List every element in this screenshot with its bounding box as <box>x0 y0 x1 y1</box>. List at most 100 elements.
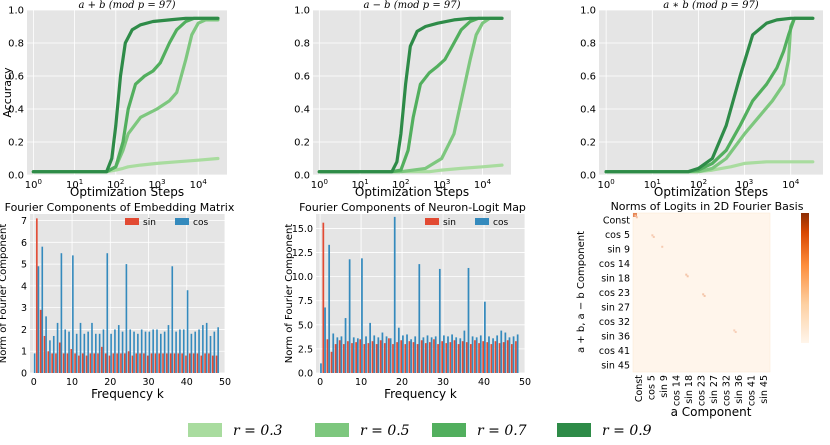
cos-bar <box>459 338 462 373</box>
cos-bar <box>98 333 101 373</box>
heatmap-cell <box>652 235 655 238</box>
sin-bar <box>127 351 130 373</box>
sin-bar <box>215 355 218 373</box>
y-tick-label: 1.0 <box>8 6 24 17</box>
cos-bar <box>217 327 219 373</box>
x-tick-label: 40 <box>478 377 490 388</box>
cos-bar <box>75 333 78 373</box>
x-axis-label: Optimization Steps <box>70 185 184 199</box>
x-tick-label: cos 41 <box>746 375 757 406</box>
cos-bar <box>49 340 51 373</box>
cos-bar <box>447 336 449 373</box>
y-tick-label: 0.0 <box>580 171 596 182</box>
y-tick-label: 0.6 <box>8 72 24 83</box>
y-tick-label: Const <box>603 216 630 227</box>
cos-bar <box>385 336 388 373</box>
sin-bar <box>104 353 107 373</box>
figure-legend: r = 0.3 r = 0.5 r = 0.7 r = 0.9 <box>188 423 652 439</box>
cos-bar <box>121 331 124 373</box>
series-line-r3 <box>604 16 815 174</box>
x-tick-label: 102 <box>107 178 124 191</box>
sin-bar <box>396 342 398 373</box>
x-tick-label: 104 <box>474 178 492 191</box>
cos-bar <box>140 329 143 373</box>
y-tick-label: cos 32 <box>599 317 630 328</box>
x-tick-label: cos 5 <box>647 375 658 400</box>
cos-bar <box>484 301 486 373</box>
plot-area <box>313 10 511 175</box>
y-tick-label: 0.2 <box>8 138 24 149</box>
sin-bar <box>453 340 456 373</box>
x-tick-label: 20 <box>396 377 408 388</box>
plot-area <box>599 10 823 175</box>
sin-bar <box>338 340 341 373</box>
x-axis-label: a Component <box>671 405 752 419</box>
cos-bar <box>144 331 147 373</box>
sin-bar <box>371 341 374 373</box>
cos-bar <box>402 335 404 373</box>
x-tick-label: 30 <box>142 377 154 388</box>
y-tick-label: 0.0 <box>298 369 313 380</box>
sin-bar <box>482 341 485 373</box>
cos-bar <box>56 322 59 373</box>
sin-bar <box>412 342 415 373</box>
heatmap-cell <box>651 234 654 237</box>
x-tick-label: Const <box>634 375 645 402</box>
plot-area <box>316 214 525 373</box>
legend-swatch-cos <box>175 218 189 225</box>
sin-bar <box>367 343 370 373</box>
sin-bar <box>158 353 160 373</box>
sin-bar <box>347 341 349 373</box>
cos-bar <box>117 325 120 373</box>
legend-swatch-3 <box>557 423 591 437</box>
legend-swatch-sin <box>125 218 139 225</box>
fourier-bar-chart-2: 0.0 2.5 5.0 7.5 10.0 12.5 15.0 0 10 20 30 40 50 sin co… <box>284 201 531 401</box>
cos-bar <box>45 316 47 373</box>
cos-bar <box>451 334 453 373</box>
heatmap-cell <box>702 293 705 296</box>
y-axis-label: Norm of Fourier Component <box>284 224 295 364</box>
x-tick-label: 40 <box>181 377 193 388</box>
y-tick-label: 0.8 <box>580 39 596 50</box>
cos-bar <box>369 322 371 373</box>
x-tick-label: sin 27 <box>709 375 720 404</box>
legend-label-cos: cos <box>493 218 508 228</box>
sin-bar <box>474 340 476 373</box>
heatmap-cell <box>703 294 706 297</box>
cos-bar <box>171 266 174 373</box>
cos-bar <box>72 255 74 373</box>
sin-bar <box>47 351 50 373</box>
x-tick-label: sin 36 <box>734 375 745 404</box>
cos-bar <box>406 334 408 373</box>
y-tick-label: sin 9 <box>607 245 630 256</box>
cos-bar <box>393 216 396 373</box>
x-axis-label: Optimization Steps <box>355 185 469 199</box>
cos-bar <box>471 336 474 373</box>
cos-bar <box>328 244 331 373</box>
x-tick-label: 104 <box>782 178 800 191</box>
sin-bar <box>146 355 149 373</box>
y-tick-label: 0.6 <box>580 72 596 83</box>
y-tick-label: 0 <box>21 369 27 380</box>
y-tick-label: 0.8 <box>294 39 310 50</box>
x-tick-label: 50 <box>519 377 531 388</box>
heatmap-cell <box>685 273 688 276</box>
sin-bar <box>404 344 407 373</box>
heatmap-cell <box>686 275 689 278</box>
x-tick-label: cos 14 <box>672 375 683 406</box>
sin-bar <box>351 343 353 373</box>
accuracy-plot-1: 0.0 0.2 0.4 0.6 0.8 1.0 100 101 102 103 104 a + b (… <box>1 0 227 199</box>
sin-bar <box>486 342 489 373</box>
heatmap-cell <box>733 329 736 332</box>
sin-bar <box>392 344 394 373</box>
y-axis-label: Accuracy <box>1 67 14 118</box>
cos-bar <box>463 330 466 373</box>
cos-bar <box>110 333 112 373</box>
sin-bar <box>116 353 118 373</box>
legend-label-sin: sin <box>443 218 456 228</box>
colorbar <box>801 213 809 343</box>
x-axis-label: Optimization Steps <box>654 185 768 199</box>
sin-bar <box>196 353 199 373</box>
cos-bar <box>512 336 515 373</box>
